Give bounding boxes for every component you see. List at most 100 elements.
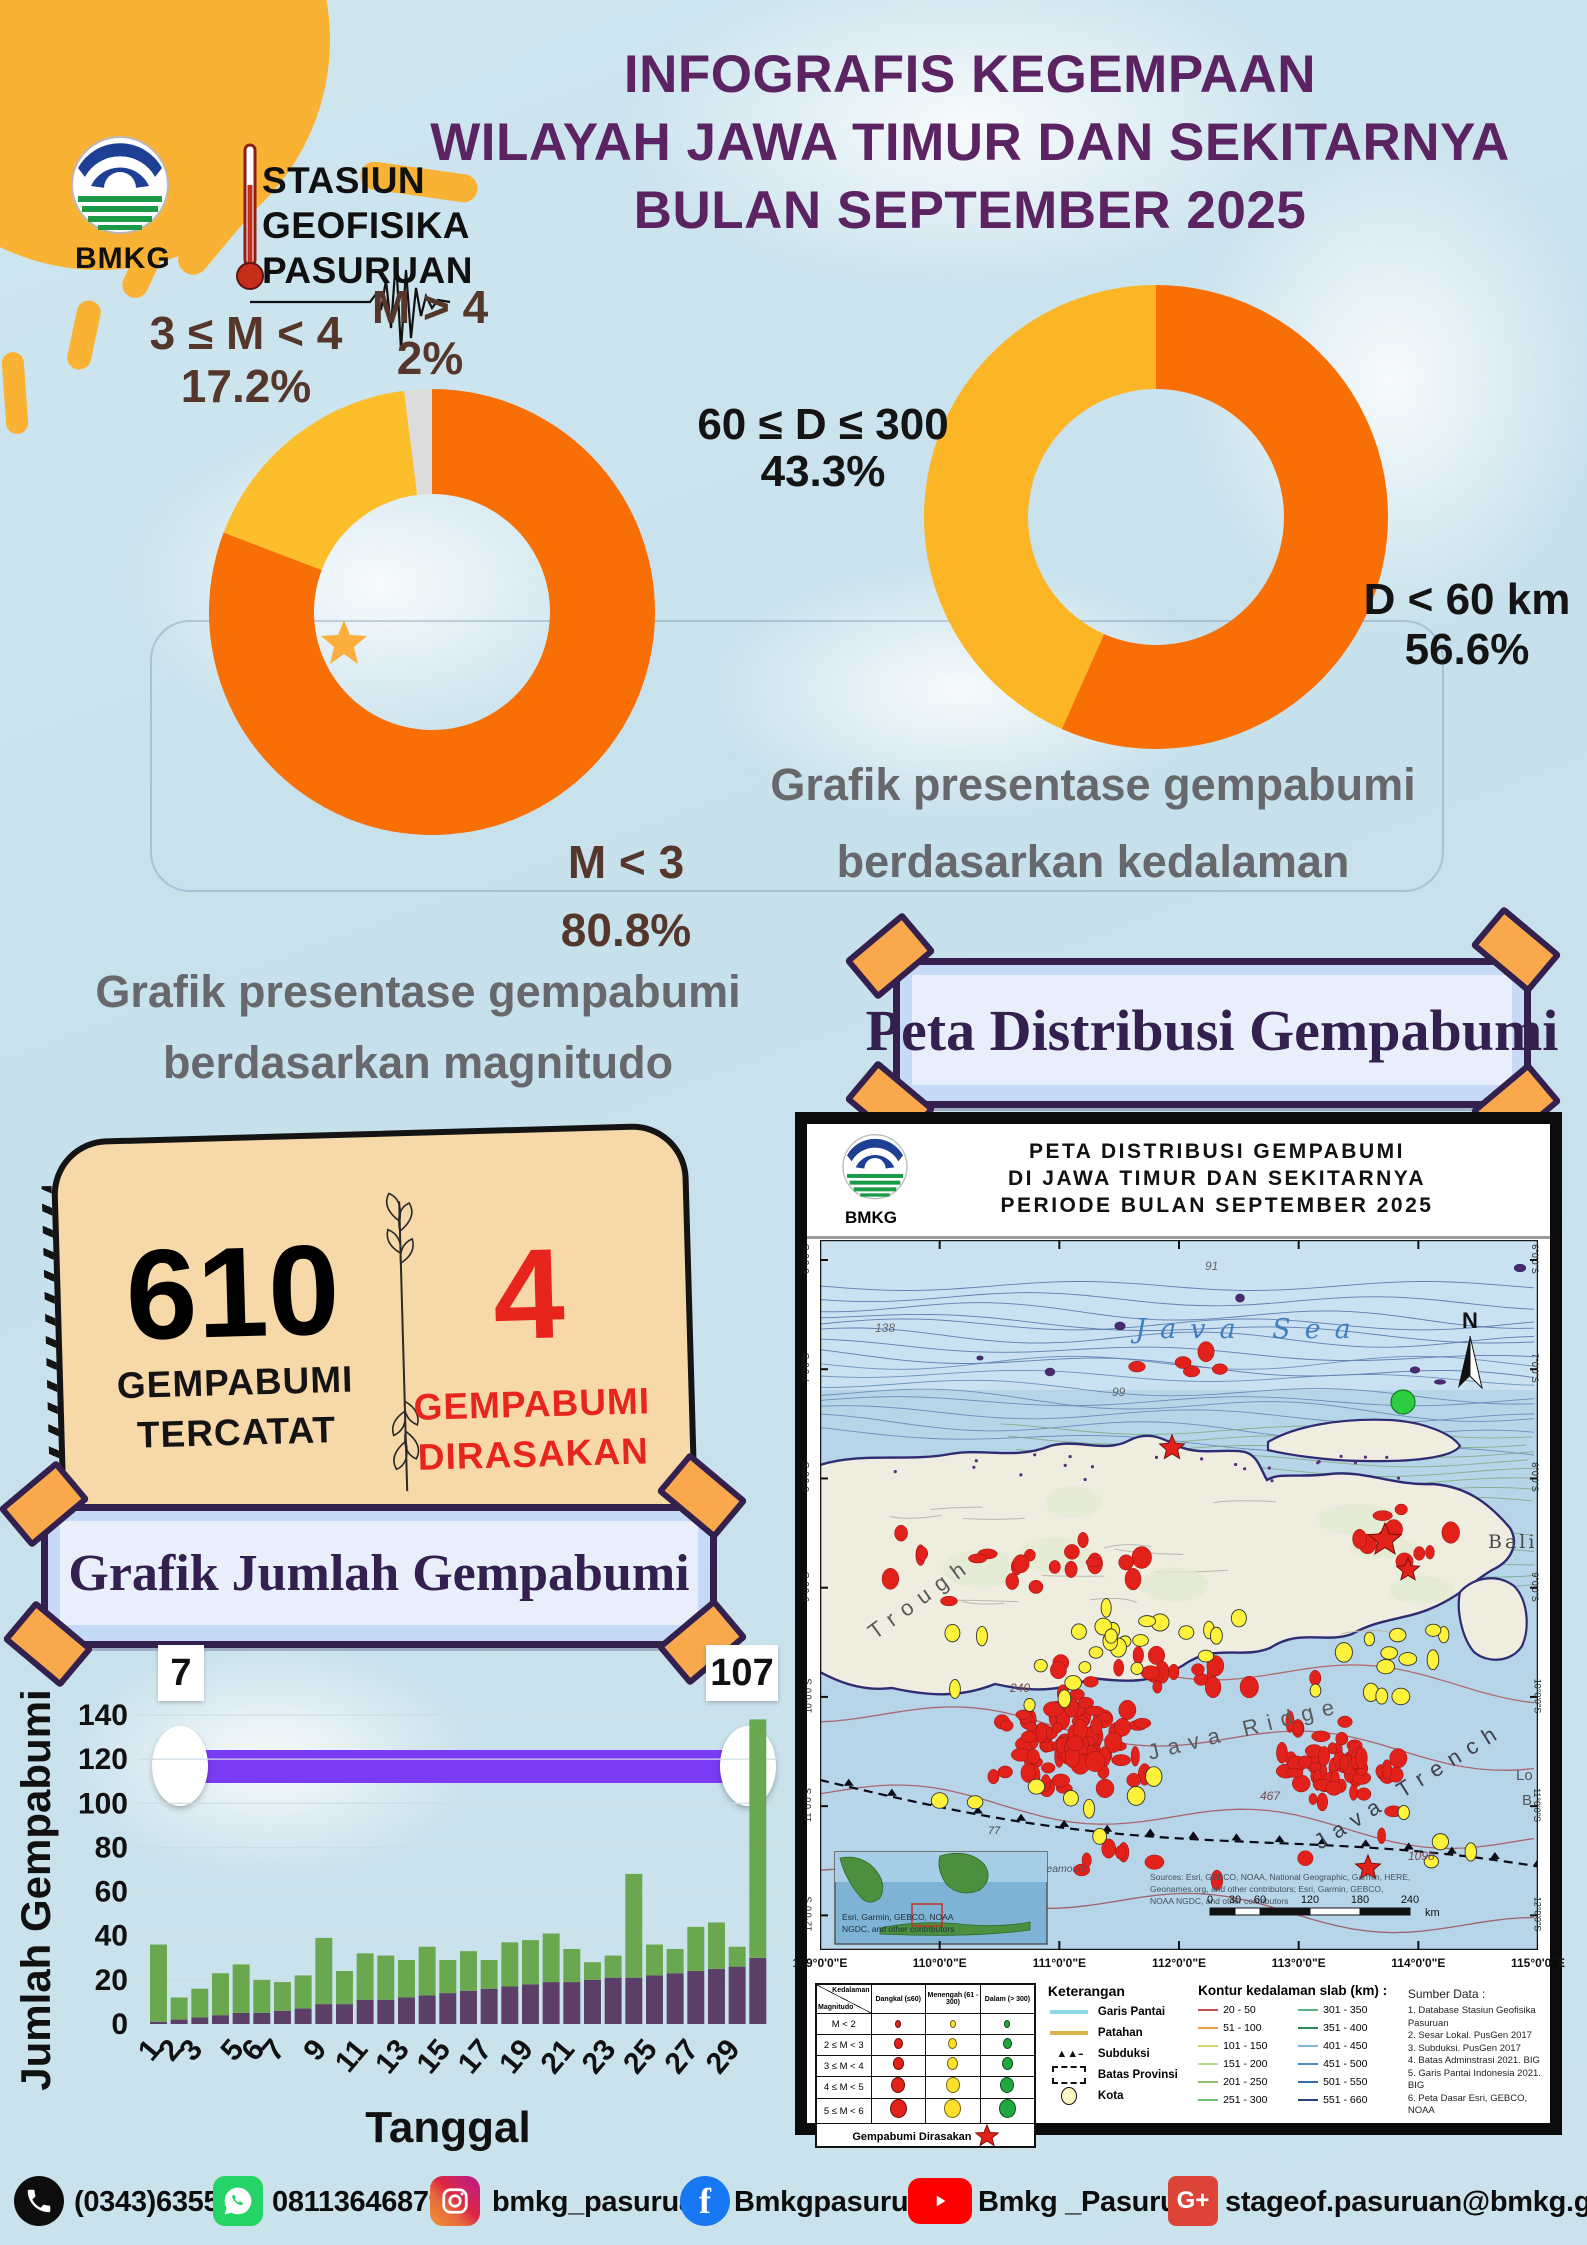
lon-label: 114°0'0"E bbox=[1391, 1956, 1446, 1970]
slice-value: 80.8% bbox=[560, 904, 692, 956]
earthquake-dot-intermediate bbox=[1197, 1649, 1215, 1663]
recorded-label-2: TERCATAT bbox=[136, 1409, 337, 1456]
kontur-swatch bbox=[1198, 2044, 1219, 2048]
earthquake-dot-intermediate bbox=[949, 1679, 961, 1699]
legend-dot bbox=[944, 2099, 962, 2118]
kontur-swatch bbox=[1298, 2098, 1319, 2102]
scalebar-tick: 0 bbox=[1207, 1894, 1213, 1906]
subduction-tooth bbox=[1489, 1852, 1500, 1860]
range-slider-track[interactable] bbox=[180, 1750, 748, 1783]
earthquake-dot-shallow bbox=[1081, 1852, 1092, 1869]
x-tick-label: 23 bbox=[576, 2033, 623, 2080]
bar-segment-bottom bbox=[501, 1986, 519, 2024]
bar-segment-top bbox=[377, 1955, 395, 2000]
city-dot bbox=[1316, 1461, 1320, 1465]
lat-label: 6°0'0"S bbox=[1529, 1244, 1540, 1274]
slider-handle-left[interactable] bbox=[152, 1726, 208, 1806]
lat-label: 8°0'0"S bbox=[1529, 1462, 1540, 1493]
sources-text: Geonames.org, and other contributors; Es… bbox=[1150, 1884, 1383, 1894]
city-dot bbox=[1353, 1461, 1358, 1465]
earthquake-dot-intermediate bbox=[1397, 1804, 1410, 1821]
land-detail-patch bbox=[1388, 1576, 1456, 1604]
keterangan-swatch-line bbox=[1048, 2030, 1090, 2035]
legend-symbol-cell bbox=[924, 2098, 982, 2124]
kontur-item: 151 - 200 bbox=[1198, 2055, 1298, 2073]
footer-contact-text[interactable]: bmkg_pasuruan bbox=[492, 2186, 713, 2218]
earthquake-dot-deep bbox=[1390, 1389, 1416, 1415]
earthquake-dot-intermediate bbox=[1130, 1662, 1144, 1675]
y-tick-label: 80 bbox=[95, 1831, 128, 1864]
slider-min-value: 7 bbox=[158, 1645, 204, 1701]
legend-symbol-cell bbox=[980, 2076, 1036, 2099]
earthquake-dot-shallow bbox=[1147, 1645, 1165, 1665]
bar-segment-top bbox=[439, 1959, 457, 1994]
earthquake-dot-shallow bbox=[1051, 1773, 1070, 1788]
earthquake-dot-shallow bbox=[1028, 1579, 1044, 1594]
keterangan-label: Batas Provinsi bbox=[1097, 2068, 1178, 2081]
footer-contact-text[interactable]: Bmkgpasuruan bbox=[734, 2186, 942, 2218]
kontur-range: 401 - 450 bbox=[1323, 2040, 1368, 2052]
scalebar-segment bbox=[1209, 1907, 1236, 1916]
land-detail-patch bbox=[1140, 1567, 1208, 1602]
earthquake-dot-shallow bbox=[1085, 1557, 1102, 1568]
bathymetry-contour bbox=[820, 1302, 1535, 1329]
subduction-tooth bbox=[1231, 1833, 1242, 1841]
keterangan-swatch-dashed-box bbox=[1048, 2065, 1090, 2084]
footer-contact-text[interactable]: 08113646879 bbox=[272, 2186, 445, 2218]
y-tick-label: 100 bbox=[78, 1787, 128, 1820]
earthquake-dot-shallow bbox=[1377, 1827, 1386, 1845]
lon-label: 112°0'0"E bbox=[1151, 1956, 1207, 1970]
city-dot bbox=[1396, 1476, 1401, 1480]
banner-title: Peta Distribusi Gempabumi bbox=[865, 997, 1559, 1063]
earthquake-dot-shallow bbox=[1309, 1669, 1322, 1687]
bar-segment-top bbox=[253, 1979, 271, 2013]
bar-segment-top bbox=[150, 1944, 167, 2022]
earthquake-dot-shallow bbox=[1064, 1560, 1078, 1578]
bar-segment-bottom bbox=[522, 1984, 539, 2024]
keterangan-label: Subduksi bbox=[1097, 2047, 1150, 2060]
felt-earthquake-star bbox=[1367, 1521, 1403, 1555]
legend-symbol-cell bbox=[870, 2034, 926, 2056]
land-detail-line bbox=[1341, 1629, 1390, 1635]
bar-segment-bottom bbox=[480, 1988, 498, 2024]
subduction-tooth bbox=[1317, 1837, 1328, 1845]
earthquake-dot-shallow bbox=[1197, 1341, 1215, 1363]
earthquake-dot-shallow bbox=[1168, 1663, 1180, 1681]
y-tick-label: 20 bbox=[95, 1964, 128, 1997]
depth-donut-chart bbox=[924, 285, 1388, 749]
subduction-tooth bbox=[1059, 1819, 1070, 1827]
keterangan-label: Patahan bbox=[1097, 2026, 1143, 2039]
legend-symbol-cell bbox=[980, 2013, 1036, 2035]
sumber-title: Sumber Data : bbox=[1407, 1987, 1486, 2001]
earthquake-dot-shallow bbox=[1052, 1722, 1063, 1734]
keterangan-label: Kota bbox=[1097, 2089, 1124, 2102]
earthquake-dot-intermediate bbox=[1078, 1661, 1092, 1674]
islet bbox=[1235, 1293, 1245, 1303]
bar-segment-bottom bbox=[274, 2010, 291, 2024]
legend-dot bbox=[892, 2057, 904, 2070]
slider-handle-right[interactable] bbox=[720, 1726, 776, 1806]
legend-column-header: Dangkal (≤60) bbox=[870, 1983, 926, 2014]
lat-label: 10°0'0"S bbox=[1532, 1678, 1543, 1714]
bar-segment-top bbox=[604, 1955, 622, 1978]
felt-star-icon bbox=[974, 2123, 999, 2147]
city-dot bbox=[1267, 1466, 1271, 1470]
earthquake-dot-shallow bbox=[1191, 1663, 1205, 1676]
bar-segment-bottom bbox=[191, 2017, 209, 2024]
kontur-swatch bbox=[1198, 2062, 1219, 2066]
earthquake-dot-shallow bbox=[1308, 1793, 1318, 1805]
stats-card: 610 GEMPABUMI TERCATAT 4 GEMPABUMI DIRAS… bbox=[41, 1122, 699, 1574]
earthquake-dot-shallow bbox=[1316, 1792, 1329, 1812]
north-label: N bbox=[1462, 1308, 1478, 1333]
contour-label: 77 bbox=[988, 1825, 1001, 1837]
city-dot bbox=[1385, 1455, 1389, 1459]
kontur-range: 301 - 350 bbox=[1323, 2004, 1368, 2016]
footer-contact-text[interactable]: stageof.pasuruan@bmkg.go.id bbox=[1225, 2186, 1587, 2218]
earthquake-dot-shallow bbox=[1297, 1850, 1314, 1866]
scalebar-tick: 180 bbox=[1351, 1894, 1369, 1906]
legend-dot bbox=[947, 2057, 959, 2070]
earthquake-dot-shallow bbox=[1027, 1749, 1040, 1764]
islet bbox=[1409, 1366, 1421, 1374]
earthquake-dot-shallow bbox=[1050, 1661, 1067, 1680]
